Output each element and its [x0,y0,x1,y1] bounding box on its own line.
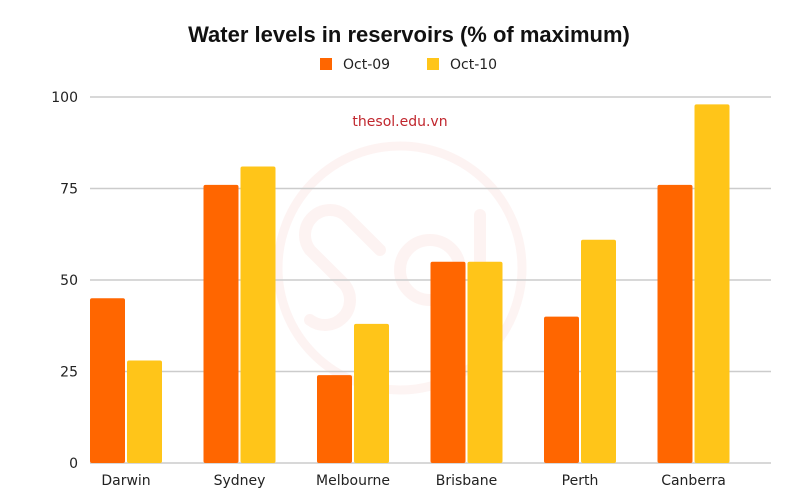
legend: Oct-09 Oct-10 [320,57,497,73]
bar-perth-oct-09 [544,316,579,463]
y-axis: 0 25 50 75 100 [51,90,78,472]
bar-brisbane-oct-10 [467,261,503,463]
bars [90,104,730,464]
x-tick-label: Brisbane [436,473,498,489]
legend-label: Oct-09 [343,57,390,73]
x-tick-label: Darwin [101,473,150,489]
bar-melbourne-oct-10 [354,323,389,463]
legend-swatch-oct-09 [320,58,332,70]
y-tick-label: 100 [51,90,78,106]
chart-title: Water levels in reservoirs (% of maximum… [188,22,630,47]
legend-swatch-oct-10 [427,58,439,70]
bar-darwin-oct-09 [90,298,125,463]
bar-perth-oct-10 [581,239,616,463]
x-tick-label: Melbourne [316,473,390,489]
bar-canberra-oct-09 [657,184,693,463]
x-tick-label: Perth [562,473,599,489]
x-tick-label: Sydney [214,473,266,489]
bar-brisbane-oct-09 [430,261,466,463]
y-tick-label: 25 [60,365,78,381]
bar-melbourne-oct-09 [317,375,352,463]
y-tick-label: 50 [60,273,78,289]
x-axis: Darwin Sydney Melbourne Brisbane Perth Canber… [101,473,725,489]
legend-label: Oct-10 [450,57,497,73]
watermark-text: thesol.edu.vn [352,114,447,130]
x-tick-label: Canberra [661,473,726,489]
bar-sydney-oct-10 [240,166,276,464]
bar-canberra-oct-10 [694,104,730,463]
bar-darwin-oct-10 [127,360,162,463]
watermark-circle-icon [273,141,527,395]
y-tick-label: 75 [60,182,78,198]
bar-sydney-oct-09 [203,184,239,463]
y-tick-label: 0 [69,456,78,472]
